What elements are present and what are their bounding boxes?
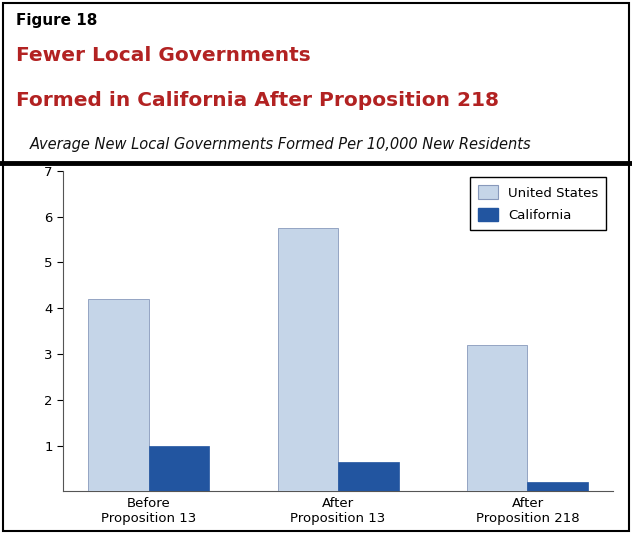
Text: Formed in California After Proposition 218: Formed in California After Proposition 2… [16, 91, 499, 110]
Bar [467, 345, 528, 491]
Text: Figure 18: Figure 18 [16, 13, 97, 28]
Bar [528, 482, 588, 491]
Bar [277, 228, 338, 491]
Bar [88, 299, 149, 491]
Bar [149, 445, 209, 491]
Text: Fewer Local Governments: Fewer Local Governments [16, 45, 310, 65]
Bar [338, 461, 399, 491]
Legend: United States, California: United States, California [470, 177, 607, 230]
Text: Average New Local Governments Formed Per 10,000 New Residents: Average New Local Governments Formed Per… [30, 137, 532, 152]
